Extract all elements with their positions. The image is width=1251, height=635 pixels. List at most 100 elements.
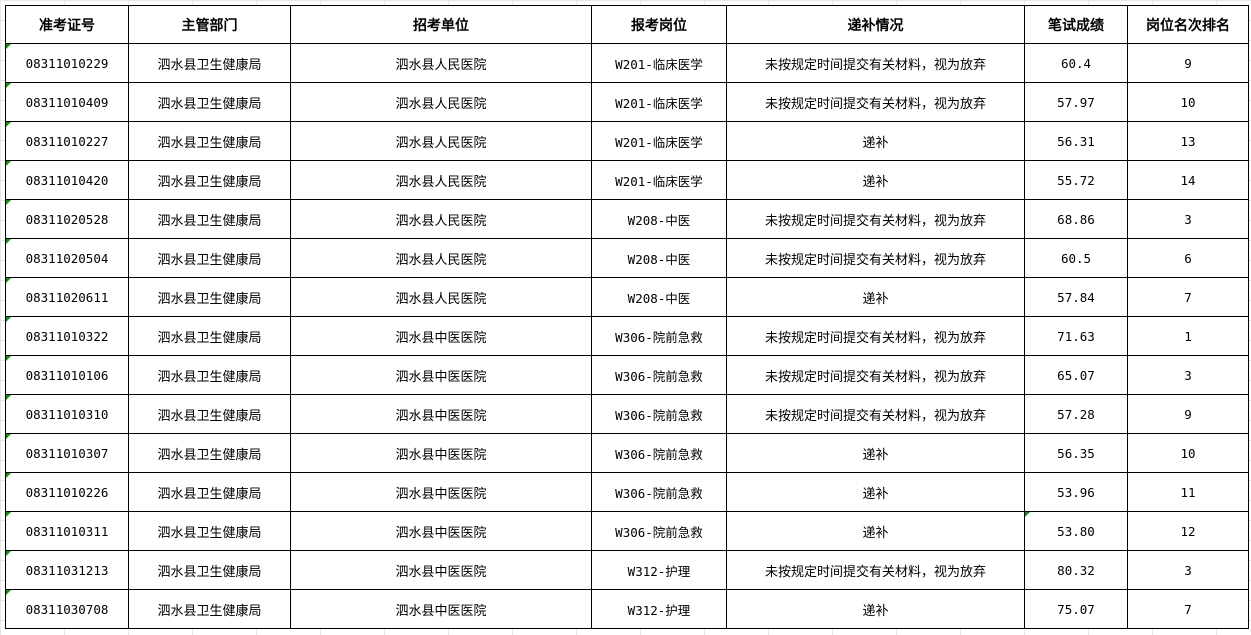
cell-department[interactable]: 泗水县卫生健康局 bbox=[128, 433, 291, 473]
cell-exam-id[interactable]: 08311010106 bbox=[5, 355, 129, 395]
cell-score[interactable]: 56.35 bbox=[1024, 433, 1128, 473]
header-score[interactable]: 笔试成绩 bbox=[1024, 5, 1128, 44]
header-rank[interactable]: 岗位名次排名 bbox=[1127, 5, 1249, 44]
cell-employer[interactable]: 泗水县人民医院 bbox=[290, 43, 592, 83]
cell-rank[interactable]: 7 bbox=[1127, 589, 1249, 629]
cell-employer[interactable]: 泗水县人民医院 bbox=[290, 238, 592, 278]
cell-department[interactable]: 泗水县卫生健康局 bbox=[128, 550, 291, 590]
cell-rank[interactable]: 12 bbox=[1127, 511, 1249, 551]
cell-department[interactable]: 泗水县卫生健康局 bbox=[128, 121, 291, 161]
cell-employer[interactable]: 泗水县中医医院 bbox=[290, 589, 592, 629]
cell-score[interactable]: 57.97 bbox=[1024, 82, 1128, 122]
cell-status[interactable]: 未按规定时间提交有关材料，视为放弃 bbox=[726, 43, 1025, 83]
cell-status[interactable]: 递补 bbox=[726, 277, 1025, 317]
cell-position[interactable]: W201-临床医学 bbox=[591, 160, 727, 200]
cell-status[interactable]: 未按规定时间提交有关材料，视为放弃 bbox=[726, 238, 1025, 278]
cell-department[interactable]: 泗水县卫生健康局 bbox=[128, 394, 291, 434]
cell-score[interactable]: 75.07 bbox=[1024, 589, 1128, 629]
cell-score[interactable]: 53.80 bbox=[1024, 511, 1128, 551]
cell-employer[interactable]: 泗水县中医医院 bbox=[290, 472, 592, 512]
cell-rank[interactable]: 3 bbox=[1127, 550, 1249, 590]
cell-employer[interactable]: 泗水县中医医院 bbox=[290, 394, 592, 434]
cell-position[interactable]: W306-院前急救 bbox=[591, 316, 727, 356]
cell-position[interactable]: W208-中医 bbox=[591, 277, 727, 317]
cell-score[interactable]: 65.07 bbox=[1024, 355, 1128, 395]
cell-employer[interactable]: 泗水县人民医院 bbox=[290, 82, 592, 122]
cell-position[interactable]: W208-中医 bbox=[591, 238, 727, 278]
header-status[interactable]: 递补情况 bbox=[726, 5, 1025, 44]
cell-status[interactable]: 未按规定时间提交有关材料，视为放弃 bbox=[726, 355, 1025, 395]
cell-exam-id[interactable]: 08311020528 bbox=[5, 199, 129, 239]
cell-department[interactable]: 泗水县卫生健康局 bbox=[128, 511, 291, 551]
cell-employer[interactable]: 泗水县中医医院 bbox=[290, 550, 592, 590]
cell-score[interactable]: 57.28 bbox=[1024, 394, 1128, 434]
cell-rank[interactable]: 11 bbox=[1127, 472, 1249, 512]
cell-status[interactable]: 递补 bbox=[726, 433, 1025, 473]
header-department[interactable]: 主管部门 bbox=[128, 5, 291, 44]
cell-status[interactable]: 递补 bbox=[726, 160, 1025, 200]
cell-exam-id[interactable]: 08311020611 bbox=[5, 277, 129, 317]
cell-exam-id[interactable]: 08311010409 bbox=[5, 82, 129, 122]
cell-position[interactable]: W312-护理 bbox=[591, 550, 727, 590]
cell-score[interactable]: 56.31 bbox=[1024, 121, 1128, 161]
cell-exam-id[interactable]: 08311010322 bbox=[5, 316, 129, 356]
cell-status[interactable]: 递补 bbox=[726, 511, 1025, 551]
cell-department[interactable]: 泗水县卫生健康局 bbox=[128, 316, 291, 356]
cell-score[interactable]: 60.4 bbox=[1024, 43, 1128, 83]
cell-employer[interactable]: 泗水县人民医院 bbox=[290, 277, 592, 317]
cell-rank[interactable]: 3 bbox=[1127, 199, 1249, 239]
cell-score[interactable]: 57.84 bbox=[1024, 277, 1128, 317]
cell-department[interactable]: 泗水县卫生健康局 bbox=[128, 82, 291, 122]
cell-exam-id[interactable]: 08311010420 bbox=[5, 160, 129, 200]
cell-rank[interactable]: 13 bbox=[1127, 121, 1249, 161]
cell-employer[interactable]: 泗水县人民医院 bbox=[290, 160, 592, 200]
cell-department[interactable]: 泗水县卫生健康局 bbox=[128, 43, 291, 83]
cell-position[interactable]: W208-中医 bbox=[591, 199, 727, 239]
cell-department[interactable]: 泗水县卫生健康局 bbox=[128, 589, 291, 629]
cell-department[interactable]: 泗水县卫生健康局 bbox=[128, 238, 291, 278]
cell-score[interactable]: 71.63 bbox=[1024, 316, 1128, 356]
cell-department[interactable]: 泗水县卫生健康局 bbox=[128, 472, 291, 512]
cell-employer[interactable]: 泗水县人民医院 bbox=[290, 199, 592, 239]
cell-exam-id[interactable]: 08311010311 bbox=[5, 511, 129, 551]
cell-status[interactable]: 未按规定时间提交有关材料，视为放弃 bbox=[726, 394, 1025, 434]
cell-rank[interactable]: 10 bbox=[1127, 82, 1249, 122]
cell-exam-id[interactable]: 08311010229 bbox=[5, 43, 129, 83]
cell-position[interactable]: W306-院前急救 bbox=[591, 394, 727, 434]
cell-exam-id[interactable]: 08311030708 bbox=[5, 589, 129, 629]
cell-department[interactable]: 泗水县卫生健康局 bbox=[128, 160, 291, 200]
cell-position[interactable]: W201-临床医学 bbox=[591, 43, 727, 83]
cell-rank[interactable]: 3 bbox=[1127, 355, 1249, 395]
cell-score[interactable]: 55.72 bbox=[1024, 160, 1128, 200]
cell-status[interactable]: 未按规定时间提交有关材料，视为放弃 bbox=[726, 550, 1025, 590]
cell-employer[interactable]: 泗水县中医医院 bbox=[290, 433, 592, 473]
cell-status[interactable]: 未按规定时间提交有关材料，视为放弃 bbox=[726, 82, 1025, 122]
cell-department[interactable]: 泗水县卫生健康局 bbox=[128, 277, 291, 317]
cell-status[interactable]: 递补 bbox=[726, 121, 1025, 161]
cell-rank[interactable]: 10 bbox=[1127, 433, 1249, 473]
header-exam-id[interactable]: 准考证号 bbox=[5, 5, 129, 44]
header-position[interactable]: 报考岗位 bbox=[591, 5, 727, 44]
cell-score[interactable]: 68.86 bbox=[1024, 199, 1128, 239]
cell-employer[interactable]: 泗水县中医医院 bbox=[290, 355, 592, 395]
header-employer[interactable]: 招考单位 bbox=[290, 5, 592, 44]
cell-employer[interactable]: 泗水县中医医院 bbox=[290, 511, 592, 551]
cell-department[interactable]: 泗水县卫生健康局 bbox=[128, 355, 291, 395]
cell-exam-id[interactable]: 08311010307 bbox=[5, 433, 129, 473]
cell-department[interactable]: 泗水县卫生健康局 bbox=[128, 199, 291, 239]
cell-score[interactable]: 60.5 bbox=[1024, 238, 1128, 278]
cell-score[interactable]: 53.96 bbox=[1024, 472, 1128, 512]
cell-position[interactable]: W312-护理 bbox=[591, 589, 727, 629]
cell-rank[interactable]: 14 bbox=[1127, 160, 1249, 200]
cell-position[interactable]: W306-院前急救 bbox=[591, 511, 727, 551]
cell-employer[interactable]: 泗水县人民医院 bbox=[290, 121, 592, 161]
cell-status[interactable]: 递补 bbox=[726, 589, 1025, 629]
cell-score[interactable]: 80.32 bbox=[1024, 550, 1128, 590]
cell-rank[interactable]: 9 bbox=[1127, 43, 1249, 83]
cell-exam-id[interactable]: 08311020504 bbox=[5, 238, 129, 278]
cell-exam-id[interactable]: 08311031213 bbox=[5, 550, 129, 590]
cell-position[interactable]: W201-临床医学 bbox=[591, 121, 727, 161]
cell-rank[interactable]: 6 bbox=[1127, 238, 1249, 278]
cell-exam-id[interactable]: 08311010227 bbox=[5, 121, 129, 161]
cell-rank[interactable]: 9 bbox=[1127, 394, 1249, 434]
